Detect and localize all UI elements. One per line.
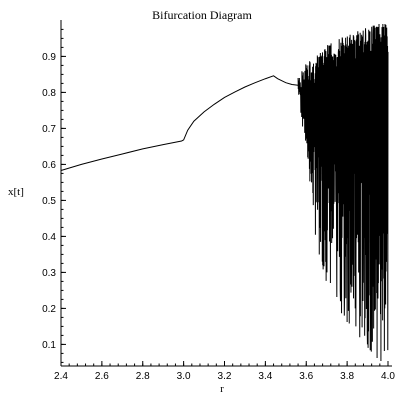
y-tick-label-0.6: 0.6 bbox=[42, 160, 56, 171]
x-tick-label-2.8: 2.8 bbox=[136, 371, 150, 382]
x-tick-label-3.4: 3.4 bbox=[258, 371, 272, 382]
plot-area bbox=[60, 23, 389, 362]
y-tick-label-0.8: 0.8 bbox=[42, 88, 56, 99]
y-tick-label-0.7: 0.7 bbox=[42, 124, 56, 135]
x-tick-label-3.0: 3.0 bbox=[177, 371, 191, 382]
y-tick-label-0.5: 0.5 bbox=[42, 196, 56, 207]
y-tick-label-0.3: 0.3 bbox=[42, 268, 56, 279]
x-tick-label-3.8: 3.8 bbox=[340, 371, 354, 382]
y-tick-label-0.4: 0.4 bbox=[42, 232, 56, 243]
y-tick-label-0.1: 0.1 bbox=[42, 340, 56, 351]
x-axis-label: r bbox=[220, 383, 224, 395]
chart-title: Bifurcation Diagram bbox=[152, 8, 252, 22]
x-tick-label-3.6: 3.6 bbox=[299, 371, 313, 382]
chaotic-region-trace bbox=[297, 23, 389, 362]
x-tick-label-2.4: 2.4 bbox=[54, 371, 68, 382]
y-axis-label: x[t] bbox=[8, 186, 24, 198]
series-line-0 bbox=[60, 75, 299, 171]
y-tick-label-0.9: 0.9 bbox=[42, 52, 56, 63]
ticks: 2.4 2.6 2.8 3.0 3.2 3.4 3.6 3.8 4.0 0.1 0.2 0.3 0.4 0… bbox=[42, 28, 395, 382]
x-tick-label-4.0: 4.0 bbox=[381, 371, 395, 382]
y-tick-label-0.2: 0.2 bbox=[42, 304, 56, 315]
x-tick-label-2.6: 2.6 bbox=[95, 371, 109, 382]
x-tick-label-3.2: 3.2 bbox=[218, 371, 232, 382]
